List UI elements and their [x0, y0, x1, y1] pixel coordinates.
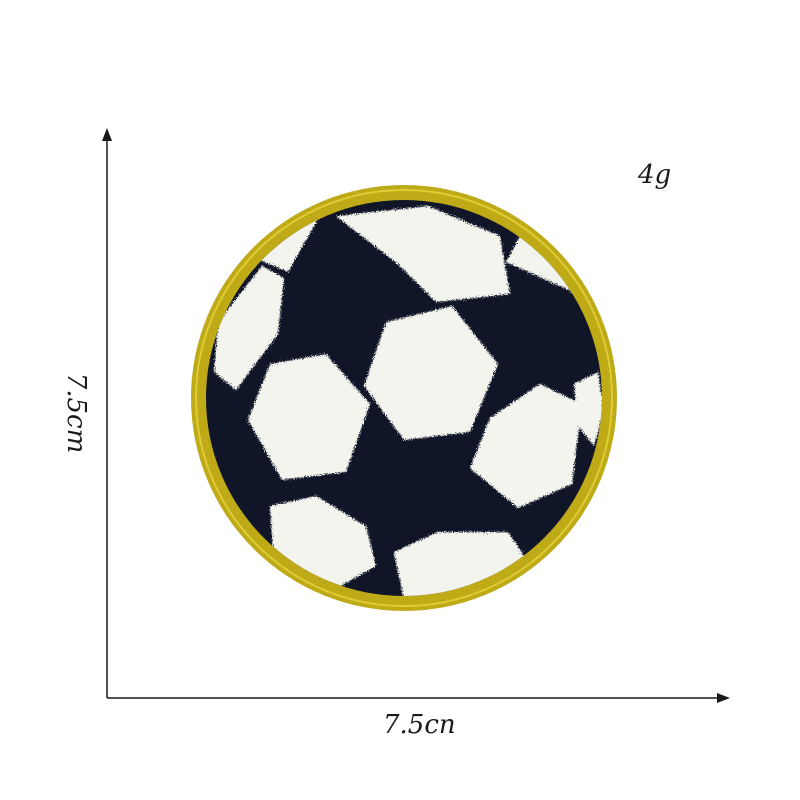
white-panel-top-right	[506, 236, 582, 296]
white-panel-right-edge	[574, 372, 602, 446]
vertical-axis-arrowhead	[102, 128, 112, 141]
horizontal-axis-arrowhead	[717, 693, 730, 703]
white-panel-left	[214, 266, 284, 390]
width-dimension-label: 7.5cn	[383, 710, 456, 740]
soccer-ball-patch	[191, 185, 617, 611]
white-panel-center	[364, 306, 498, 440]
white-panel-left-middle	[248, 354, 370, 480]
white-panel-top	[336, 206, 510, 302]
height-dimension-label: 7.5cm	[61, 372, 91, 454]
white-panel-right-middle	[470, 384, 582, 508]
dimension-axes	[102, 128, 730, 703]
weight-label: 4g	[638, 160, 672, 190]
